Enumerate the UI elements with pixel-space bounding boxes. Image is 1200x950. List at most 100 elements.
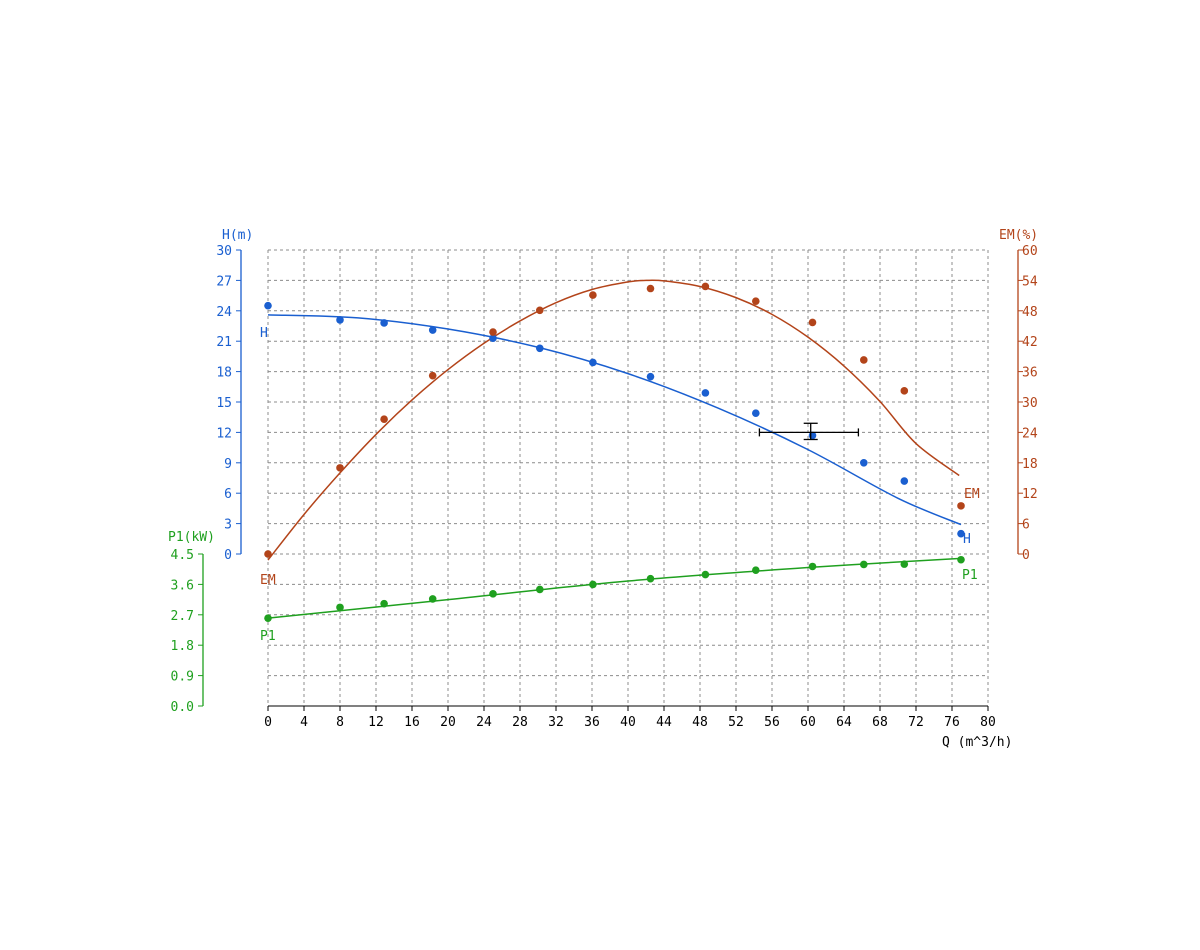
p1-fit-curve bbox=[267, 557, 962, 619]
x-tick-label: 80 bbox=[980, 715, 996, 730]
em-data-point bbox=[380, 415, 388, 424]
p1-tick-label: 0.0 bbox=[171, 700, 194, 715]
em-tick-label: 30 bbox=[1022, 396, 1038, 411]
p1-curve-start-label: P1 bbox=[260, 629, 276, 644]
h-data-point bbox=[589, 358, 597, 367]
p1-data-point bbox=[380, 599, 388, 608]
x-tick-label: 40 bbox=[620, 715, 636, 730]
em-tick-label: 42 bbox=[1022, 335, 1038, 350]
h-data-point bbox=[701, 389, 710, 397]
h-tick-label: 12 bbox=[216, 426, 232, 441]
p1-tick-label: 3.6 bbox=[171, 578, 194, 593]
em-data-point bbox=[646, 284, 655, 293]
x-tick-label: 52 bbox=[728, 715, 744, 730]
p1-curve-end-label: P1 bbox=[962, 568, 978, 583]
h-data-point bbox=[646, 372, 655, 381]
h-tick-label: 30 bbox=[216, 244, 232, 259]
em-tick-label: 36 bbox=[1022, 366, 1038, 381]
p1-tick-label: 2.7 bbox=[171, 609, 194, 624]
em-tick-label: 12 bbox=[1022, 487, 1038, 502]
x-tick-label: 68 bbox=[872, 715, 888, 730]
axes: 0 4 8 12 16 20 24 28 32 36 40 44 48 52 56 60 64 68 72 76 800… bbox=[171, 244, 1038, 730]
em-tick-label: 54 bbox=[1022, 274, 1038, 289]
em-tick-label: 6 bbox=[1022, 518, 1030, 533]
x-tick-label: 12 bbox=[368, 715, 384, 730]
p1-data-point bbox=[428, 595, 437, 603]
h-data-point bbox=[264, 301, 272, 310]
p1-axis-label: P1(kW) bbox=[168, 530, 215, 545]
h-tick-label: 9 bbox=[224, 457, 232, 472]
x-axis-label: Q (m^3/h) bbox=[942, 735, 1012, 750]
em-tick-label: 60 bbox=[1022, 244, 1038, 259]
h-tick-label: 21 bbox=[216, 335, 232, 350]
em-tick-label: 24 bbox=[1022, 426, 1038, 441]
em-data-point bbox=[957, 502, 965, 510]
x-tick-label: 0 bbox=[264, 715, 272, 730]
h-data-point bbox=[900, 477, 909, 485]
h-data-point bbox=[428, 326, 437, 334]
p1-data-point bbox=[336, 603, 344, 612]
h-data-point bbox=[752, 409, 760, 417]
x-tick-label: 32 bbox=[548, 715, 564, 730]
data-points bbox=[264, 282, 965, 622]
fitted-curves bbox=[267, 279, 962, 619]
x-tick-label: 72 bbox=[908, 715, 924, 730]
h-tick-label: 6 bbox=[224, 487, 232, 502]
grid-lines bbox=[267, 249, 989, 707]
em-data-point bbox=[536, 306, 544, 315]
em-data-point bbox=[336, 464, 344, 472]
axis-labels: H(m) EM(%) P1(kW) Q (m^3/h) H H EM EM P1… bbox=[168, 228, 1038, 750]
h-curve-end-label: H bbox=[963, 532, 971, 547]
p1-data-point bbox=[701, 570, 710, 579]
operating-point-marker bbox=[758, 422, 860, 441]
h-data-point bbox=[536, 344, 544, 353]
em-data-point bbox=[264, 550, 272, 558]
p1-data-point bbox=[646, 574, 655, 583]
x-tick-label: 8 bbox=[336, 715, 344, 730]
h-tick-label: 15 bbox=[216, 396, 232, 411]
p1-data-point bbox=[900, 560, 909, 568]
em-tick-label: 18 bbox=[1022, 457, 1038, 472]
p1-data-point bbox=[808, 562, 817, 571]
h-data-point bbox=[489, 334, 497, 342]
x-tick-label: 28 bbox=[512, 715, 528, 730]
h-data-point bbox=[957, 529, 965, 538]
h-data-point bbox=[380, 319, 388, 327]
x-tick-label: 20 bbox=[440, 715, 456, 730]
em-data-point bbox=[428, 371, 437, 380]
x-tick-label: 36 bbox=[584, 715, 600, 730]
p1-tick-label: 0.9 bbox=[171, 670, 194, 685]
x-tick-label: 16 bbox=[404, 715, 420, 730]
em-fit-curve bbox=[267, 279, 960, 561]
em-data-point bbox=[900, 387, 909, 395]
h-tick-label: 24 bbox=[216, 305, 232, 320]
h-curve-start-label: H bbox=[260, 326, 268, 341]
p1-data-point bbox=[957, 555, 965, 564]
x-tick-label: 56 bbox=[764, 715, 780, 730]
p1-tick-label: 1.8 bbox=[171, 639, 194, 654]
x-tick-label: 64 bbox=[836, 715, 852, 730]
em-data-point bbox=[489, 328, 497, 336]
em-tick-label: 0 bbox=[1022, 548, 1030, 563]
em-data-point bbox=[808, 318, 817, 327]
em-curve-end-label: EM bbox=[964, 487, 980, 502]
h-tick-label: 27 bbox=[216, 274, 232, 289]
em-curve-start-label: EM bbox=[260, 573, 276, 588]
h-tick-label: 0 bbox=[224, 548, 232, 563]
h-tick-label: 18 bbox=[216, 366, 232, 381]
p1-data-point bbox=[264, 614, 272, 622]
x-tick-label: 4 bbox=[300, 715, 308, 730]
p1-data-point bbox=[589, 580, 597, 589]
em-data-point bbox=[589, 291, 597, 299]
p1-tick-label: 4.5 bbox=[171, 548, 194, 563]
p1-data-point bbox=[860, 560, 868, 569]
h-data-point bbox=[860, 459, 868, 467]
h-tick-label: 3 bbox=[224, 518, 232, 533]
em-axis-label: EM(%) bbox=[999, 228, 1038, 243]
em-data-point bbox=[860, 356, 868, 364]
x-tick-label: 60 bbox=[800, 715, 816, 730]
em-tick-label: 48 bbox=[1022, 305, 1038, 320]
h-data-point bbox=[336, 316, 344, 324]
x-tick-label: 48 bbox=[692, 715, 708, 730]
